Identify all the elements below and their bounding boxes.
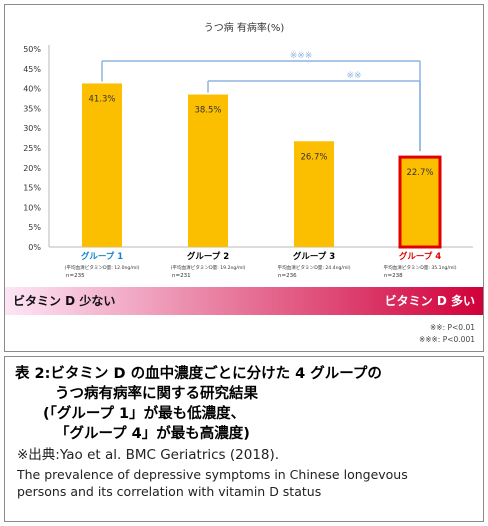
bar [398, 155, 442, 249]
data-label: 38.5% [194, 106, 221, 116]
caption-box: 表 2:ビタミン D の血中濃度ごとに分けた 4 グループの うつ病有病率に関す… [4, 356, 484, 522]
legend-note-p001: ※※※: P<0.001 [419, 335, 475, 344]
chart-figure: うつ病 有病率(%) 0% 5% 10% 15% 20% 25% 30% 35% 40% 45% 5… [4, 4, 484, 352]
significance-label: ※※ [346, 71, 361, 81]
significance-layer: ※※※※※ [101, 51, 421, 152]
data-label: 22.7% [406, 168, 433, 178]
category-sublabel: 平均血清ビタミンD量: 35.1ng/ml) [383, 264, 456, 271]
bar-layer [82, 83, 442, 249]
gradient-left-label: ビタミン D 少ない [13, 293, 115, 308]
category-sublabel: 平均血清ビタミンD量: 24.4ng/ml) [277, 264, 350, 271]
significance-label: ※※※ [290, 51, 313, 61]
caption-source: ※出典:Yao et al. BMC Geriatrics (2018). [17, 447, 280, 463]
vitamin-d-gradient-bar [5, 287, 483, 315]
caption-title-line-1: 表 2:ビタミン D の血中濃度ごとに分けた 4 グループの [15, 366, 382, 382]
y-tick-label: 25% [23, 144, 41, 153]
category-label: グループ 3 [293, 251, 335, 262]
n-label: n=238 [384, 273, 403, 279]
category-sublabel: (平均血清ビタミンD量: 12.0ng/ml) [65, 264, 140, 271]
category-label: グループ 2 [187, 251, 229, 262]
y-tick-label: 5% [28, 223, 41, 232]
caption-paper-line-1: The prevalence of depressive symptoms in… [17, 467, 408, 482]
data-label: 26.7% [300, 152, 327, 162]
caption-title-line-2: うつ病有病率に関する研究結果 [55, 386, 258, 402]
y-tick-label: 30% [23, 124, 41, 133]
y-tick-label: 40% [23, 85, 41, 94]
y-tick-label: 45% [23, 65, 41, 74]
legend-note-p01: ※※: P<0.01 [430, 323, 475, 332]
y-tick-label: 35% [23, 104, 41, 113]
y-tick-label: 20% [23, 164, 41, 173]
y-tick-label: 0% [28, 243, 41, 252]
bar [188, 94, 228, 247]
caption-title-line-3: (「グループ 1」が最も低濃度、 [43, 406, 246, 422]
y-tick-label: 10% [23, 203, 41, 212]
chart-title: うつ病 有病率(%) [204, 21, 285, 34]
n-label: n=236 [278, 273, 297, 279]
label-layer: 41.3% グループ 1 (平均血清ビタミンD量: 12.0ng/ml) n=235 3… [65, 94, 457, 279]
bar [82, 83, 122, 248]
chart-svg: うつ病 有病率(%) 0% 5% 10% 15% 20% 25% 30% 35% 40% 45% 5… [5, 21, 483, 344]
data-label: 41.3% [88, 94, 115, 104]
y-tick-label: 15% [23, 184, 41, 193]
caption-paper-line-2: persons and its correlation with vitamin… [17, 484, 322, 499]
y-tick-label: 50% [23, 45, 41, 54]
category-sublabel: (平均血清ビタミンD量: 19.2ng/ml) [171, 264, 246, 271]
category-label: グループ 1 [81, 251, 123, 262]
bar [294, 141, 334, 247]
caption-title-line-4: 「グループ 4」が最も高濃度) [55, 426, 250, 442]
category-label: グループ 4 [399, 251, 441, 262]
n-label: n=231 [172, 273, 191, 279]
n-label: n=235 [66, 273, 85, 279]
gradient-right-label: ビタミン D 多い [385, 293, 475, 308]
